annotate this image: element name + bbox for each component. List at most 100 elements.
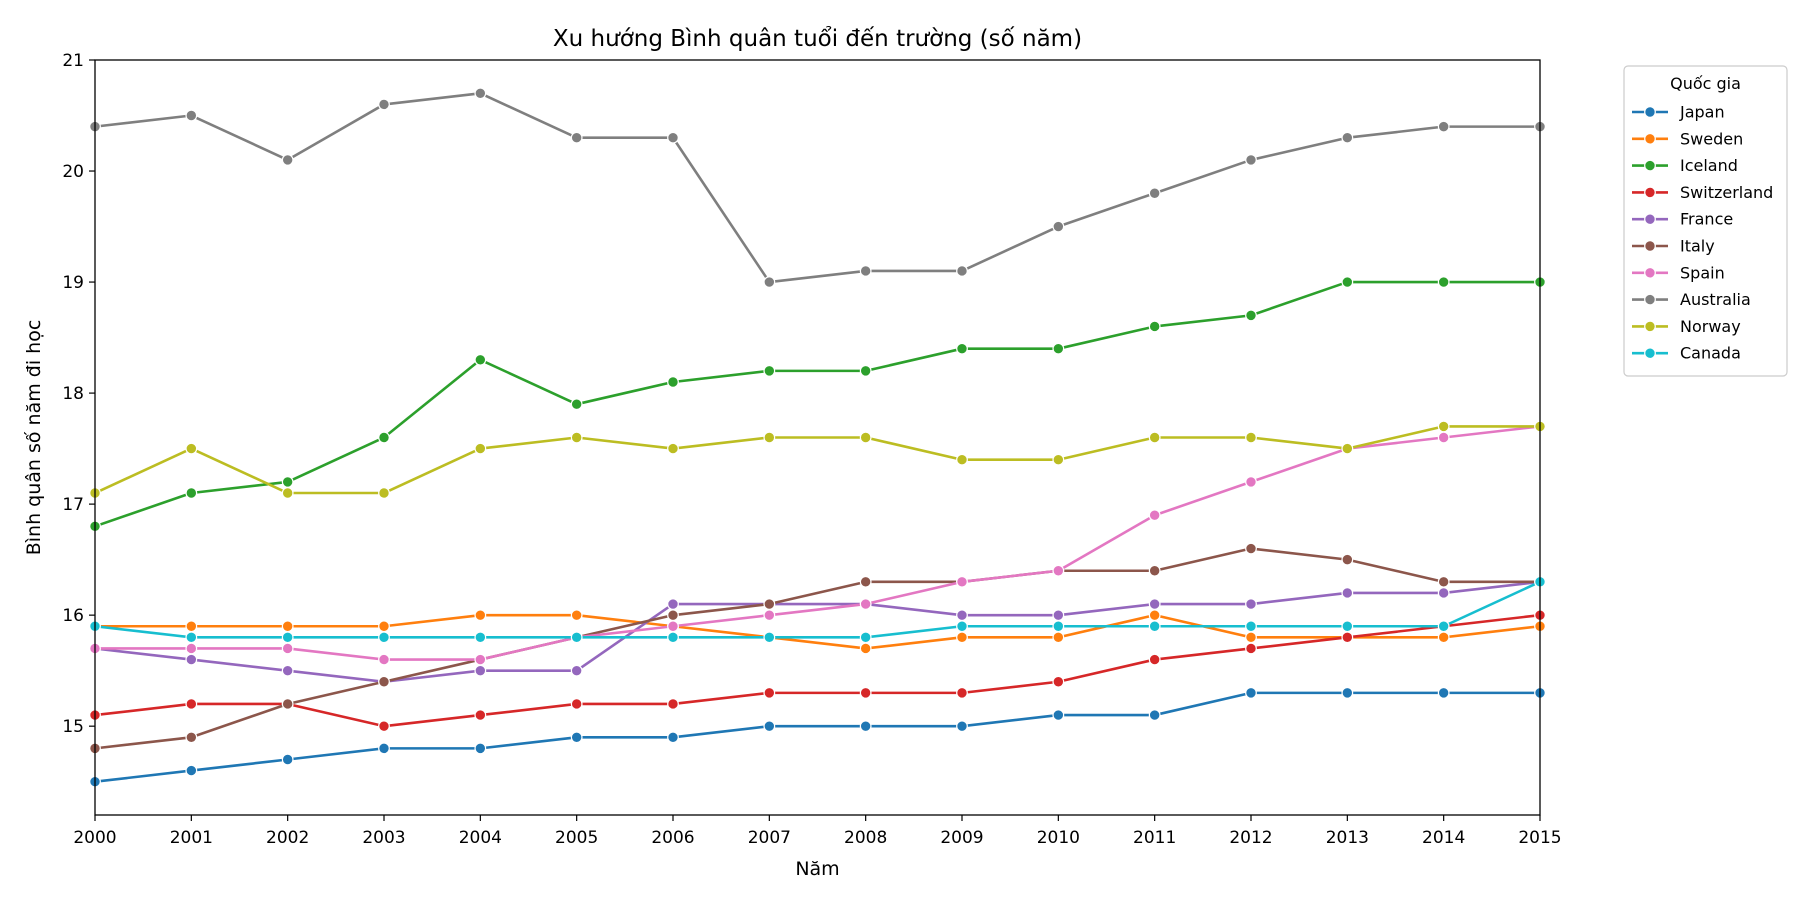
legend-label-canada: Canada	[1680, 344, 1741, 363]
x-tick-label-2007: 2007	[748, 828, 791, 848]
series-line-italy	[93, 547, 1542, 750]
legend-label-italy: Italy	[1680, 237, 1715, 256]
data-point-japan-2013	[1341, 686, 1354, 699]
data-point-sweden-2014	[1437, 631, 1450, 644]
data-point-spain-2008	[859, 598, 872, 610]
data-point-norway-2014	[1437, 420, 1450, 433]
legend-marker-france	[1644, 213, 1656, 226]
data-point-norway-2012	[1245, 431, 1257, 444]
data-point-norway-2008	[859, 431, 872, 444]
data-point-sweden-2011	[1148, 609, 1161, 622]
legend-marker-sweden	[1644, 132, 1656, 145]
y-axis-label: Bình quân số năm đi học	[23, 320, 45, 556]
data-point-japan-2004	[474, 742, 487, 755]
data-point-switzerland-2013	[1341, 631, 1354, 644]
data-point-iceland-2005	[570, 398, 583, 411]
series-line-australia	[93, 92, 1542, 284]
x-tick-label-2001: 2001	[170, 828, 213, 848]
data-point-canada-2007	[763, 631, 776, 644]
data-point-spain-2004	[474, 653, 487, 666]
legend-item-italy: Italy	[1632, 237, 1715, 256]
data-point-switzerland-2003	[378, 720, 390, 733]
data-point-japan-2006	[667, 731, 679, 744]
data-point-iceland-2001	[185, 487, 198, 499]
data-point-iceland-2008	[859, 364, 872, 377]
data-point-japan-2002	[281, 753, 294, 766]
data-point-sweden-2010	[1052, 631, 1065, 644]
series-italy	[89, 542, 1546, 755]
data-point-spain-2006	[667, 620, 679, 633]
data-point-france-2009	[956, 609, 968, 622]
data-point-italy-2002	[281, 698, 294, 710]
legend-marker-canada	[1644, 347, 1656, 360]
legend-label-australia: Australia	[1680, 290, 1751, 309]
plot-frame	[94, 59, 1541, 816]
x-tick-label-2000: 2000	[73, 828, 116, 848]
data-point-spain-2012	[1245, 476, 1257, 488]
x-tick-label-2008: 2008	[844, 828, 887, 848]
data-point-switzerland-2006	[667, 698, 679, 710]
data-point-canada-2003	[378, 631, 390, 644]
data-point-norway-2013	[1341, 442, 1354, 455]
data-point-sweden-2008	[859, 642, 872, 655]
data-point-norway-2007	[763, 431, 776, 444]
data-point-switzerland-2012	[1245, 642, 1257, 655]
data-point-spain-2009	[956, 575, 968, 588]
data-point-spain-2007	[763, 609, 776, 622]
data-point-switzerland-2001	[185, 698, 198, 710]
legend-marker-australia	[1644, 293, 1656, 306]
data-point-iceland-2011	[1148, 320, 1161, 333]
data-point-spain-2002	[281, 642, 294, 655]
data-point-canada-2006	[667, 631, 679, 644]
data-point-iceland-2012	[1245, 309, 1257, 322]
data-point-canada-2012	[1245, 620, 1257, 633]
data-point-france-2005	[570, 664, 583, 677]
data-point-japan-2005	[570, 731, 583, 744]
legend-marker-iceland	[1644, 159, 1656, 172]
data-point-australia-2013	[1341, 131, 1354, 144]
y-tick-label-17: 17	[62, 495, 84, 515]
legend-item-australia: Australia	[1632, 290, 1751, 309]
data-point-spain-2010	[1052, 564, 1065, 577]
data-point-norway-2005	[570, 431, 583, 444]
data-point-australia-2006	[667, 131, 679, 144]
data-point-australia-2003	[378, 98, 390, 111]
data-point-norway-2009	[956, 453, 968, 466]
legend-label-iceland: Iceland	[1680, 156, 1738, 175]
data-point-japan-2014	[1437, 686, 1450, 699]
data-point-spain-2003	[378, 653, 390, 666]
series-spain	[89, 420, 1546, 666]
y-tick-label-20: 20	[62, 162, 84, 182]
data-point-iceland-2006	[667, 376, 679, 388]
series-japan	[89, 686, 1546, 788]
data-point-canada-2001	[185, 631, 198, 644]
legend-item-spain: Spain	[1632, 263, 1725, 282]
series-sweden	[89, 609, 1546, 655]
data-point-france-2002	[281, 664, 294, 677]
data-point-iceland-2004	[474, 353, 487, 366]
data-point-australia-2011	[1148, 187, 1161, 200]
data-point-iceland-2014	[1437, 276, 1450, 288]
data-point-italy-2011	[1148, 564, 1161, 577]
legend-item-iceland: Iceland	[1632, 156, 1738, 175]
data-point-japan-2010	[1052, 709, 1065, 721]
chart-title: Xu hướng Bình quân tuổi đến trường (số n…	[553, 26, 1082, 52]
x-tick-label-2010: 2010	[1037, 828, 1080, 848]
x-axis-label: Năm	[795, 858, 839, 880]
legend-label-spain: Spain	[1680, 263, 1725, 282]
data-point-japan-2008	[859, 720, 872, 733]
data-point-norway-2002	[281, 487, 294, 499]
data-point-sweden-2004	[474, 609, 487, 622]
x-tick-label-2013: 2013	[1326, 828, 1369, 848]
data-point-norway-2003	[378, 487, 390, 499]
data-point-iceland-2002	[281, 476, 294, 488]
data-point-france-2010	[1052, 609, 1065, 622]
data-point-switzerland-2005	[570, 698, 583, 710]
legend-label-sweden: Sweden	[1680, 129, 1743, 148]
y-tick-label-21: 21	[62, 51, 84, 71]
data-point-france-2012	[1245, 598, 1257, 610]
x-tick-label-2011: 2011	[1133, 828, 1176, 848]
legend: Quốc gia Japan Sweden Iceland Switzerland Fra…	[1623, 65, 1788, 377]
data-point-japan-2003	[378, 742, 390, 755]
